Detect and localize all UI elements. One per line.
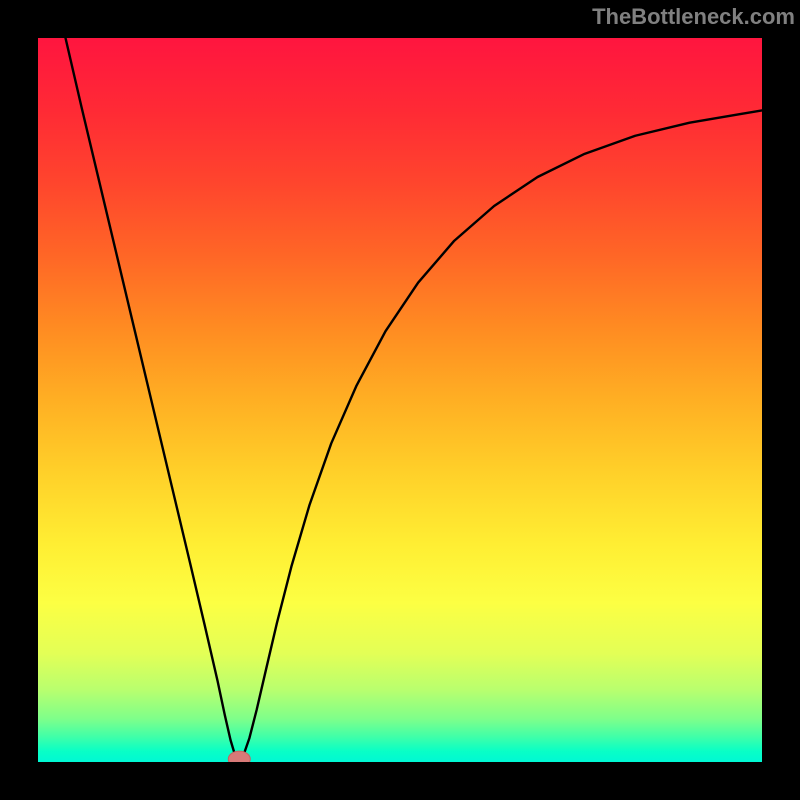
watermark-text: TheBottleneck.com xyxy=(592,4,795,30)
plot-area xyxy=(38,38,762,762)
min-marker xyxy=(38,38,762,762)
